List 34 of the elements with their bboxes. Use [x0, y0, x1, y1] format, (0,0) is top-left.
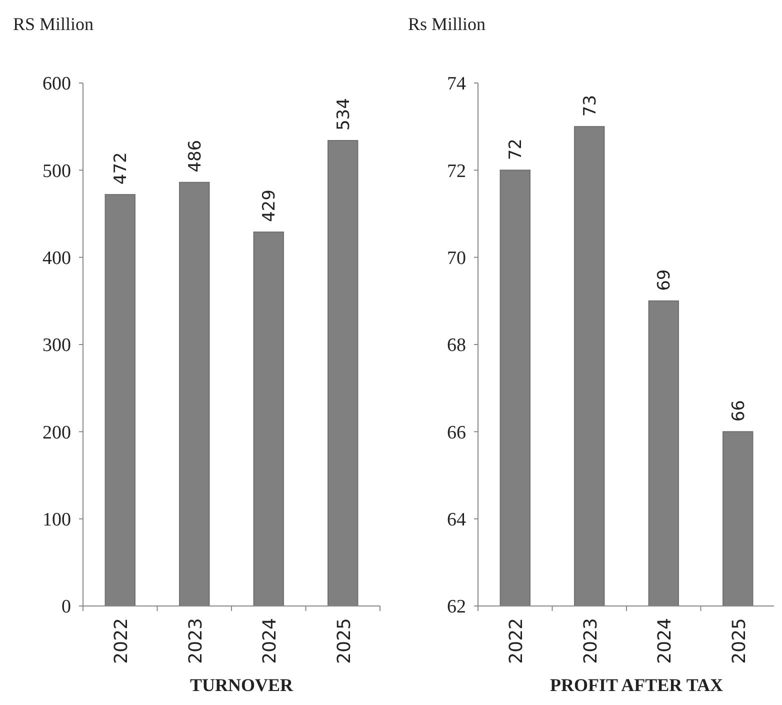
x-tick-label: 2023 — [185, 618, 206, 664]
x-tick-label: 2022 — [111, 618, 132, 664]
x-tick-label: 2025 — [728, 618, 750, 664]
data-label: 72 — [506, 138, 526, 160]
y-tick-label: 0 — [62, 596, 71, 618]
x-tick-label: 2025 — [334, 618, 355, 664]
data-label: 66 — [728, 400, 749, 422]
x-tick-label: 2023 — [580, 618, 602, 664]
data-label: 534 — [334, 98, 354, 131]
y-tick-label: 74 — [447, 74, 466, 95]
y-tick-label: 70 — [447, 248, 466, 269]
x-tick-label: 2022 — [506, 618, 528, 664]
x-axis-title: PROFIT AFTER TAX — [550, 675, 724, 695]
y-axis-title: RS Million — [13, 14, 94, 34]
data-label: 472 — [111, 152, 132, 185]
data-label: 486 — [185, 140, 206, 172]
x-tick-label: 2024 — [654, 618, 676, 664]
y-tick-label: 600 — [42, 74, 71, 95]
y-tick-label: 500 — [42, 160, 71, 182]
y-tick-label: 72 — [447, 160, 466, 182]
x-tick-label: 2024 — [260, 618, 281, 664]
y-tick-label: 62 — [447, 596, 466, 618]
y-tick-label: 100 — [42, 509, 71, 530]
x-axis-title: TURNOVER — [190, 675, 294, 695]
y-tick-label: 64 — [447, 509, 466, 530]
data-label: 69 — [654, 269, 675, 291]
y-tick-label: 200 — [42, 422, 71, 444]
y-tick-label: 66 — [447, 422, 466, 444]
y-tick-label: 400 — [42, 248, 71, 269]
data-label: 429 — [260, 190, 280, 222]
data-label: 73 — [580, 94, 600, 117]
y-tick-label: 300 — [42, 335, 71, 356]
y-tick-label: 68 — [447, 335, 466, 356]
y-axis-title: Rs Million — [408, 14, 486, 34]
